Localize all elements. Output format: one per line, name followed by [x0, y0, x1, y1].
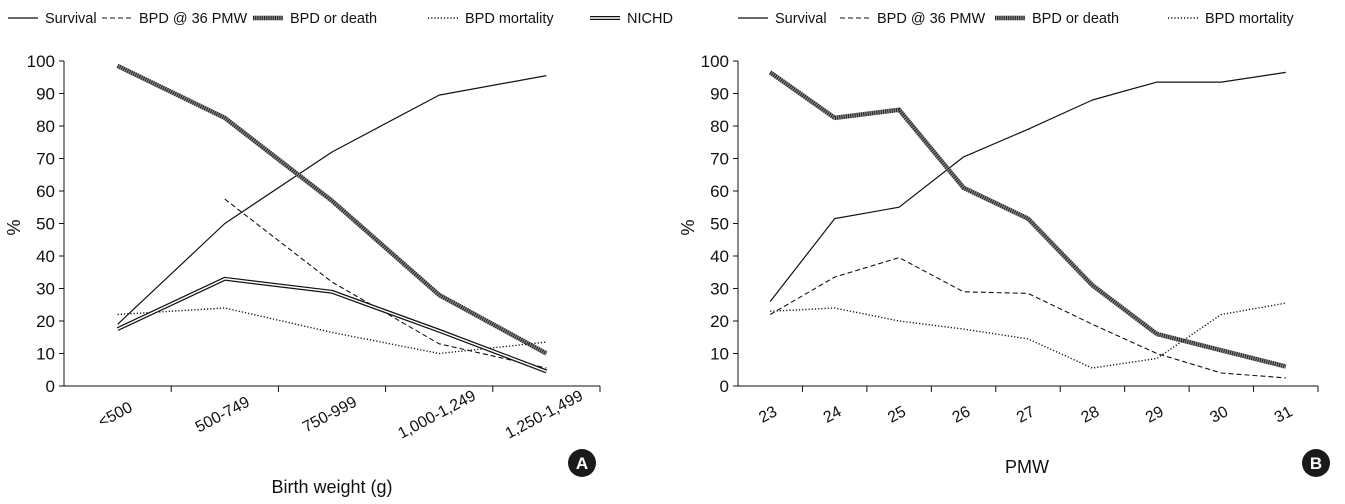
- y-tick-label: 10: [710, 345, 729, 364]
- y-tick-label: 60: [710, 182, 729, 201]
- y-tick-label: 0: [46, 377, 55, 396]
- y-axis-label: %: [678, 219, 698, 235]
- y-tick-label: 50: [710, 215, 729, 234]
- y-tick-label: 60: [36, 182, 55, 201]
- x-tick-label: 31: [1272, 403, 1296, 426]
- panel-badge-label: A: [576, 454, 588, 473]
- legend-a: Survival BPD @ 36 PMW BPD or death BPD mort…: [8, 11, 673, 27]
- y-tick-label: 100: [701, 52, 729, 71]
- x-tick-label: 30: [1207, 403, 1231, 426]
- y-axis-label: %: [4, 219, 24, 235]
- series-line-bpd-mortality: [117, 307, 547, 355]
- panel-badge-circle: [1302, 449, 1330, 477]
- series-line-nichd-inner: [117, 278, 547, 373]
- y-tick-label: 80: [710, 117, 729, 136]
- legend-label-nichd: NICHD: [627, 11, 673, 27]
- x-tick-label: 25: [885, 403, 909, 426]
- legend-label-bpd-mortality: BPD mortality: [465, 11, 554, 27]
- series-line-bpd-36-pmw: [769, 257, 1286, 379]
- x-axis-label: Birth weight (g): [271, 477, 392, 497]
- series-line-bpd-mortality: [770, 302, 1286, 369]
- panel-badge-b: B: [1302, 449, 1330, 477]
- x-tick-label: 750-999: [300, 394, 360, 437]
- series-line-bpd-36-pmw: [224, 198, 547, 369]
- legend-label-survival: Survival: [45, 11, 97, 27]
- legend-label-bpd-mortality: BPD mortality: [1205, 11, 1294, 27]
- series-line-bpd-or-death-hatch: [116, 63, 548, 356]
- legend-b: Survival BPD @ 36 PMW BPD or death BPD mort…: [738, 11, 1294, 27]
- x-tick-label: 24: [821, 403, 845, 426]
- y-tick-label: 40: [710, 247, 729, 266]
- legend-label-survival: Survival: [775, 11, 827, 27]
- x-tick-label: 27: [1014, 403, 1038, 426]
- chart-panel-b: 0 10 20 30 40 50 60 70 80 90 100% 23 24 25 26 27 28 29 30 3…: [678, 11, 1330, 477]
- x-tick-label: 1,250-1,499: [503, 387, 586, 442]
- y-tick-label: 70: [710, 150, 729, 169]
- x-tick-label: 28: [1078, 403, 1102, 426]
- legend-label-bpd-or-death: BPD or death: [1032, 11, 1119, 27]
- y-tick-label: 40: [36, 247, 55, 266]
- y-tick-label: 90: [710, 85, 729, 104]
- x-tick-label: 500-749: [193, 394, 253, 437]
- y-tick-label: 30: [36, 280, 55, 299]
- y-tick-label: 80: [36, 117, 55, 136]
- panel-badge-a: A: [568, 449, 596, 477]
- panel-badge-circle: [568, 449, 596, 477]
- y-tick-label: 20: [36, 312, 55, 331]
- legend-label-bpd-36-pmw: BPD @ 36 PMW: [139, 11, 247, 27]
- x-tick-label: 29: [1143, 403, 1167, 426]
- y-tick-label: 90: [36, 85, 55, 104]
- y-tick-label: 30: [710, 280, 729, 299]
- y-tick-label: 50: [36, 215, 55, 234]
- y-tick-label: 20: [710, 312, 729, 331]
- x-tick-label: <500: [96, 399, 136, 431]
- y-tick-label: 100: [27, 52, 55, 71]
- series-line-survival: [769, 71, 1286, 302]
- y-tick-label: 70: [36, 150, 55, 169]
- series-line-nichd: [116, 276, 548, 374]
- x-tick-label: 23: [756, 403, 780, 426]
- panel-badge-label: B: [1310, 454, 1322, 473]
- series-line-bpd-or-death: [768, 70, 1287, 369]
- legend-label-bpd-or-death: BPD or death: [290, 11, 377, 27]
- x-axis-label: PMW: [1005, 457, 1049, 477]
- chart-panel-a: 0 10 20 30 40 50 60 70 80 90 100% <500 500-749 750-99…: [4, 11, 673, 497]
- x-tick-label: 26: [950, 403, 974, 426]
- y-tick-label: 0: [720, 377, 729, 396]
- y-tick-label: 10: [36, 345, 55, 364]
- series-line-survival: [117, 75, 547, 325]
- legend-label-bpd-36-pmw: BPD @ 36 PMW: [877, 11, 985, 27]
- x-tick-label: 1,000-1,249: [395, 387, 478, 442]
